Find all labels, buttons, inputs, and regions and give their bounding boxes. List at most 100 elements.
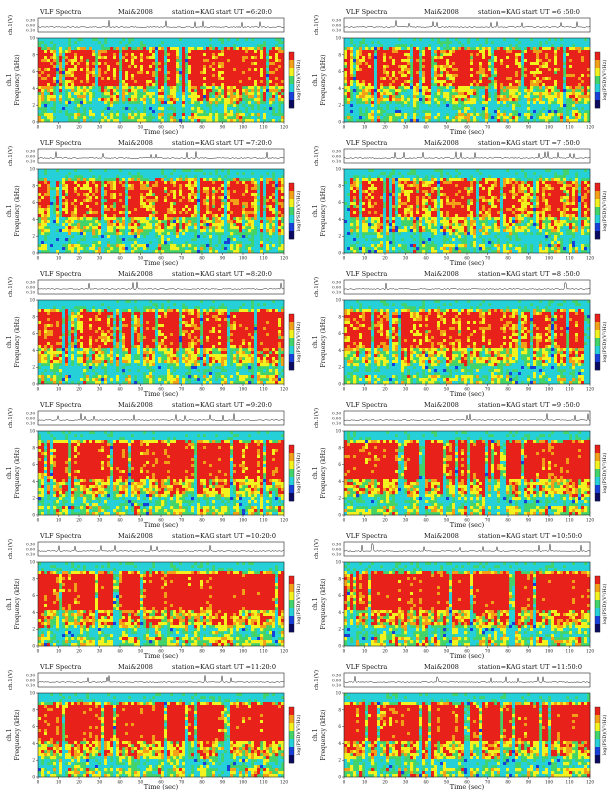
spectrogram-cell [272, 208, 275, 211]
spectrogram-cell [392, 107, 395, 110]
spectrogram-cell [104, 68, 107, 71]
spectrogram-cell [41, 92, 44, 95]
spectrogram-cell [248, 44, 251, 47]
spectrogram-cell [131, 193, 134, 196]
spectrogram-cell [176, 202, 179, 205]
spectrogram-cell [224, 59, 227, 62]
spectrogram-cell [80, 89, 83, 92]
spectrogram-cell [434, 47, 437, 50]
spectrogram-cell [569, 59, 572, 62]
spectrogram-cell [62, 98, 65, 101]
spectrogram-cell [197, 68, 200, 71]
spectrogram-cell [356, 83, 359, 86]
spectrogram-cell [59, 199, 62, 202]
spectrogram-cell [149, 56, 152, 59]
spectrogram-cell [428, 41, 431, 44]
spectrogram-cell [371, 74, 374, 77]
spectrogram-cell [158, 74, 161, 77]
spectrogram-cell [206, 77, 209, 80]
spectrogram-cell [83, 83, 86, 86]
spectrogram-cell [173, 172, 176, 175]
spectrogram-cell [239, 187, 242, 190]
spectrogram-cell [128, 184, 131, 187]
spectrogram-cell [461, 65, 464, 68]
spectrogram-cell [224, 190, 227, 193]
spectrogram-cell [80, 107, 83, 110]
spectrogram-cell [431, 107, 434, 110]
spectrogram-cell [80, 41, 83, 44]
spectrogram-cell [356, 74, 359, 77]
spectrogram-cell [182, 74, 185, 77]
spectrogram-cell [350, 47, 353, 50]
spectrogram-cell [572, 56, 575, 59]
spectrogram-cell [407, 62, 410, 65]
spectrogram-cell [173, 59, 176, 62]
spectrogram-cell [155, 104, 158, 107]
spectrogram-cell [110, 92, 113, 95]
spectrogram-cell [104, 202, 107, 205]
spectrogram-cell [470, 38, 473, 41]
spectrogram-cell [59, 89, 62, 92]
spectrogram-cell [50, 184, 53, 187]
spectrogram-cell [470, 80, 473, 83]
spectrogram-cell [245, 47, 248, 50]
spectrogram-cell [245, 193, 248, 196]
spectrogram-cell [215, 47, 218, 50]
spectrogram-cell [584, 68, 587, 71]
spectrogram-cell [128, 193, 131, 196]
header-instrument: VLF Spectra [39, 139, 81, 147]
spectrogram-cell [128, 169, 131, 172]
spectrogram-cell [374, 47, 377, 50]
spectrogram-cell [128, 59, 131, 62]
spectrogram-cell [125, 178, 128, 181]
spectrogram-cell [209, 47, 212, 50]
spectrogram-cell [62, 101, 65, 104]
spectrogram-cell [86, 95, 89, 98]
spectrogram-cell [245, 62, 248, 65]
spectrogram-cell [89, 80, 92, 83]
spectrogram-cell [461, 95, 464, 98]
spectrogram-cell [128, 80, 131, 83]
spectrogram-cell [377, 44, 380, 47]
spectrogram-cell [476, 62, 479, 65]
spectrogram-cell [167, 68, 170, 71]
spectrogram-cell [206, 62, 209, 65]
spectrogram-cell [80, 68, 83, 71]
spectrogram-cell [185, 38, 188, 41]
spectrogram-cell [62, 86, 65, 89]
spectrogram-cell [158, 92, 161, 95]
spectrogram-cell [212, 196, 215, 199]
spectrogram-cell [137, 86, 140, 89]
spectrogram-cell [473, 116, 476, 119]
spectrogram-cell [116, 77, 119, 80]
spectrogram-cell [494, 65, 497, 68]
spectrogram-cell [161, 95, 164, 98]
spectrogram-cell [191, 44, 194, 47]
spectrogram-cell [119, 89, 122, 92]
spectrogram-cell [404, 116, 407, 119]
spectrogram-cell [197, 193, 200, 196]
spectrogram-cell [80, 56, 83, 59]
spectrogram-cell [365, 98, 368, 101]
spectrogram-cell [557, 62, 560, 65]
spectrogram-cell [56, 110, 59, 113]
spectrogram-cell [95, 77, 98, 80]
spectrogram-cell [449, 68, 452, 71]
spectrogram-cell [98, 116, 101, 119]
spectrogram-cell [191, 190, 194, 193]
spectrogram-cell [200, 172, 203, 175]
spectrogram-cell [551, 53, 554, 56]
spectrogram-cell [356, 65, 359, 68]
time-tick-label: 20 [382, 125, 388, 130]
spectrogram-cell [440, 116, 443, 119]
spectrogram-cell [278, 86, 281, 89]
spectrogram-cell [347, 65, 350, 68]
spectrogram-cell [368, 77, 371, 80]
spectrogram-cell [224, 184, 227, 187]
spectrogram-cell [500, 44, 503, 47]
spectrogram-cell [257, 74, 260, 77]
spectrogram-cell [347, 98, 350, 101]
spectrogram-cell [200, 193, 203, 196]
spectrogram-cell [152, 80, 155, 83]
spectrogram-cell [461, 98, 464, 101]
